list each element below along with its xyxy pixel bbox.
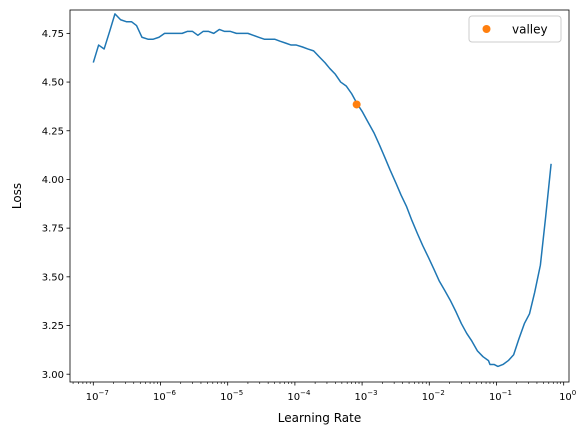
y-tick-label: 4.75 — [42, 29, 64, 40]
legend: valley — [468, 15, 562, 43]
y-tick-label: 4.25 — [42, 126, 64, 137]
y-axis-label: Loss — [10, 183, 24, 209]
valley-point — [352, 100, 361, 109]
y-tick-label: 3.50 — [42, 272, 64, 283]
plot-area — [69, 9, 570, 383]
series-layer — [92, 13, 552, 368]
y-tick-label: 4.00 — [42, 175, 64, 186]
y-tick-label: 4.50 — [42, 78, 64, 89]
y-tick-label: 3.75 — [42, 224, 64, 235]
axes-frame — [69, 9, 570, 383]
x-axis-label: Learning Rate — [278, 411, 361, 425]
y-tick-label: 3.00 — [42, 370, 64, 381]
legend-label-valley: valley — [512, 23, 548, 37]
axes-background — [70, 10, 569, 382]
y-tick-label: 3.25 — [42, 321, 64, 332]
loss-curve-line — [92, 13, 552, 368]
legend-box — [468, 15, 562, 43]
y-axis-ticks: 3.00 3.25 3.50 3.75 4.00 4.25 4.50 4.75 — [42, 29, 70, 381]
legend-marker-valley — [482, 25, 491, 33]
